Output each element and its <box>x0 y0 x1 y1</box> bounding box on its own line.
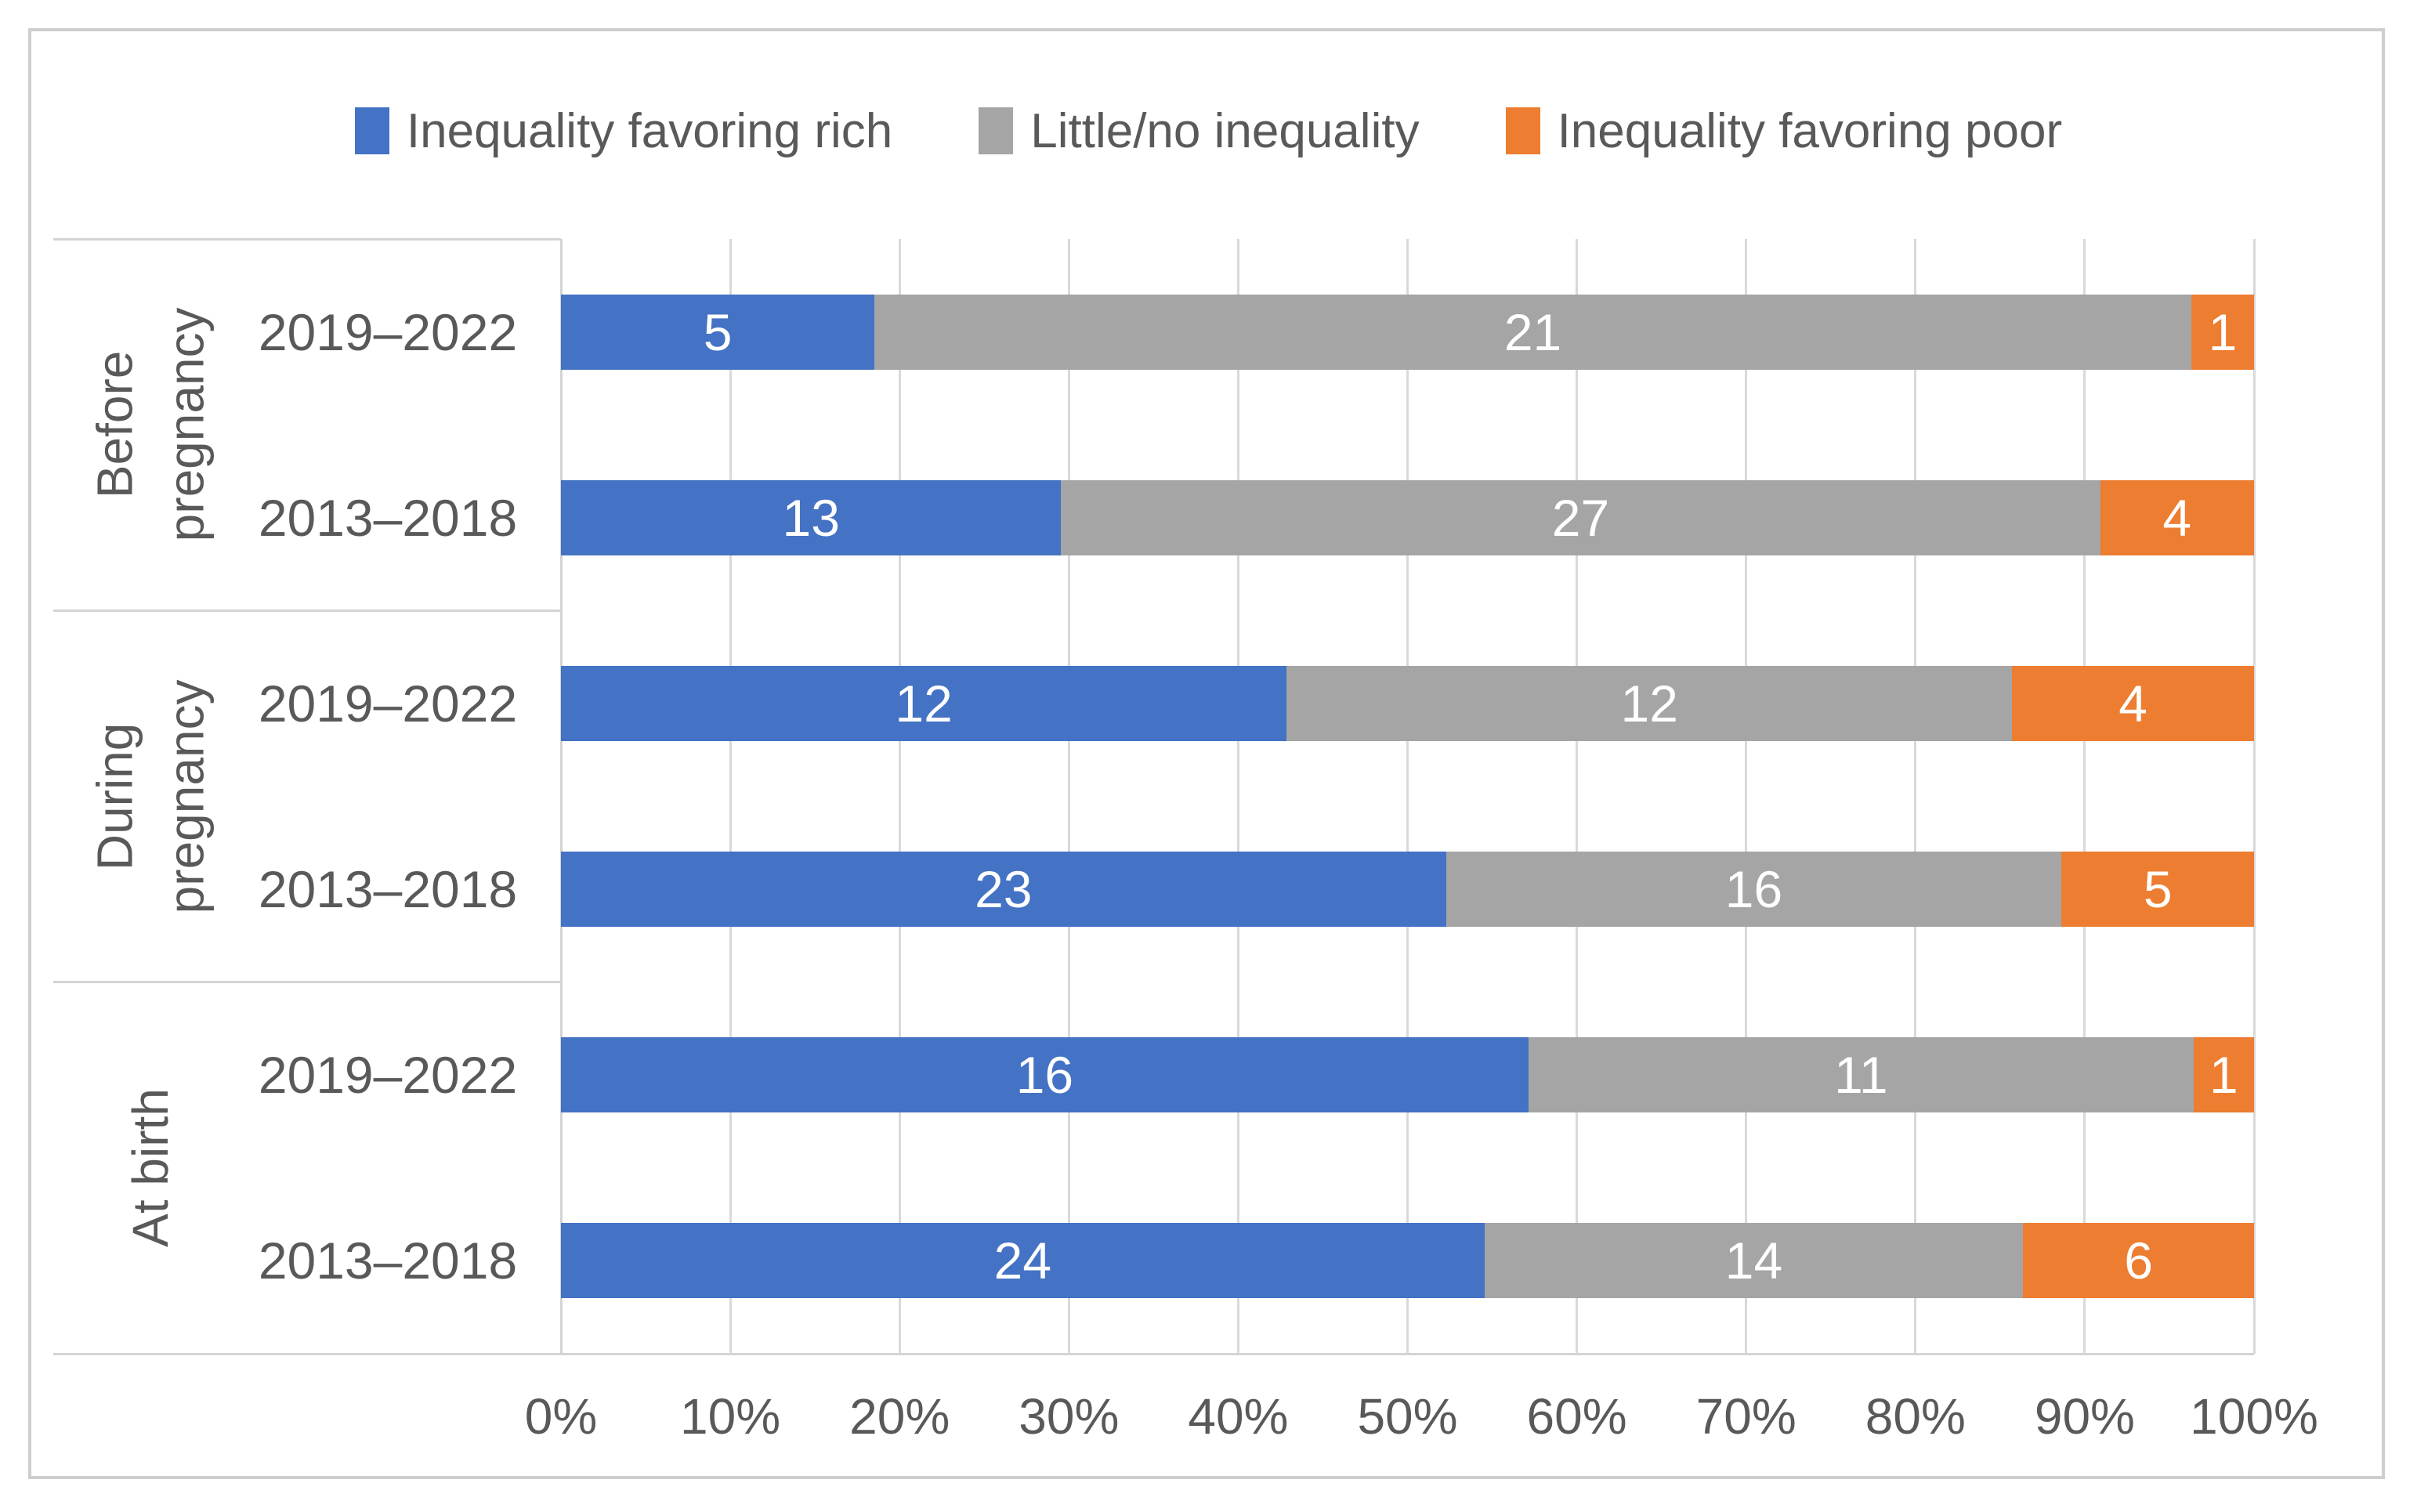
bar-row: 23 16 5 <box>561 852 2254 928</box>
bar-segment: 24 <box>561 1223 1485 1299</box>
category-group-separator <box>53 981 561 984</box>
bar-segment: 12 <box>1286 665 2013 741</box>
category-group-separator <box>53 237 561 241</box>
bar-value-label: 16 <box>1724 860 1783 919</box>
bar-segment: 1 <box>2191 294 2254 370</box>
category-period-label: 2013–2018 <box>258 860 518 919</box>
legend: Inequality favoring rich Little/no inequ… <box>0 88 2417 174</box>
x-axis-tick-label: 10% <box>680 1388 781 1445</box>
bar-segment: 5 <box>561 294 875 370</box>
x-axis-tick-label: 50% <box>1357 1388 1458 1445</box>
category-period-label: 2013–2018 <box>258 1232 518 1290</box>
bar-value-label: 4 <box>2162 488 2192 547</box>
bar-value-label: 14 <box>1724 1232 1783 1290</box>
bar-value-label: 23 <box>975 860 1033 919</box>
category-group-label-text: At birth <box>115 1088 186 1247</box>
bar-segment: 5 <box>2061 852 2254 928</box>
bar-row: 16 11 1 <box>561 1037 2254 1113</box>
bar-segment: 6 <box>2023 1223 2254 1299</box>
legend-marker-rich <box>354 107 389 154</box>
gridline <box>1406 239 1409 1354</box>
legend-item-little-no-inequality: Little/no inequality <box>979 103 1420 159</box>
bar-value-label: 12 <box>1620 674 1678 732</box>
category-group-label: Before pregnancy <box>67 239 235 610</box>
category-group-separator <box>53 609 561 612</box>
bar-value-label: 12 <box>895 674 953 732</box>
gridline <box>1067 239 1070 1354</box>
category-group-label: During pregnancy <box>67 610 235 982</box>
legend-label-poor: Inequality favoring poor <box>1557 103 2063 158</box>
category-group-label-text: During pregnancy <box>80 679 223 913</box>
category-period-label: 2019–2022 <box>258 1046 518 1105</box>
bar-value-label: 1 <box>2209 1046 2238 1105</box>
bar-value-label: 16 <box>1015 1046 1074 1105</box>
legend-marker-poor <box>1505 107 1540 154</box>
category-period-label: 2019–2022 <box>258 674 518 732</box>
bar-segment: 11 <box>1528 1037 2194 1113</box>
x-axis-tick-label: 0% <box>524 1388 598 1445</box>
bar-segment: 4 <box>2012 665 2254 741</box>
category-period-label: 2019–2022 <box>258 302 518 361</box>
legend-item-inequality-favoring-rich: Inequality favoring rich <box>354 103 893 159</box>
gridline <box>1745 239 1748 1354</box>
gridline <box>1236 239 1239 1354</box>
bar-row: 13 27 4 <box>561 479 2254 555</box>
bar-segment: 16 <box>1445 852 2062 928</box>
gridline <box>1576 239 1579 1354</box>
bar-row: 24 14 6 <box>561 1223 2254 1299</box>
bar-value-label: 4 <box>2118 674 2147 732</box>
category-group-label-line: At birth <box>122 1088 179 1248</box>
bar-segment: 1 <box>2193 1037 2254 1113</box>
bar-row: 5 21 1 <box>561 294 2254 370</box>
x-axis-tick-label: 20% <box>849 1388 950 1445</box>
category-group-label: At birth <box>67 982 235 1354</box>
x-axis-tick-label: 90% <box>2034 1388 2135 1445</box>
x-axis-tick-label: 60% <box>1526 1388 1627 1445</box>
x-axis-tick-label: 100% <box>2190 1388 2318 1445</box>
x-axis-baseline <box>53 1352 2254 1355</box>
bar-value-label: 24 <box>993 1232 1052 1290</box>
x-axis-tick-label: 40% <box>1188 1388 1289 1445</box>
x-axis-tick-label: 70% <box>1695 1388 1796 1445</box>
bar-row: 12 12 4 <box>561 665 2254 741</box>
gridline <box>1914 239 1917 1354</box>
bar-value-label: 5 <box>2143 860 2173 919</box>
category-group-label-text: Before pregnancy <box>80 308 223 542</box>
bar-value-label: 11 <box>1834 1046 1888 1105</box>
x-axis-tick-label: 30% <box>1019 1388 1120 1445</box>
gridline <box>2083 239 2086 1354</box>
category-axis-line <box>559 239 563 1354</box>
category-period-label: 2013–2018 <box>258 488 518 547</box>
gridline <box>2252 239 2256 1354</box>
bar-value-label: 21 <box>1503 302 1562 361</box>
gridline <box>898 239 901 1354</box>
x-axis-tick-label: 80% <box>1865 1388 1966 1445</box>
bar-value-label: 6 <box>2124 1232 2153 1290</box>
bar-value-label: 1 <box>2208 302 2238 361</box>
bar-value-label: 27 <box>1551 488 1610 547</box>
bar-segment: 4 <box>2100 479 2254 555</box>
legend-item-inequality-favoring-poor: Inequality favoring poor <box>1505 103 2063 159</box>
bar-segment: 14 <box>1484 1223 2024 1299</box>
category-group-label-line: Before <box>86 350 143 499</box>
legend-label-little-no: Little/no inequality <box>1030 103 1420 158</box>
bar-segment: 13 <box>561 479 1062 555</box>
bar-value-label: 5 <box>703 302 733 361</box>
legend-label-rich: Inequality favoring rich <box>406 103 893 158</box>
legend-marker-little-no <box>979 107 1014 154</box>
gridline <box>729 239 732 1354</box>
category-group-label-line: During <box>86 722 143 870</box>
bar-segment: 27 <box>1061 479 2100 555</box>
bar-segment: 16 <box>561 1037 1529 1113</box>
bar-value-label: 13 <box>782 488 840 547</box>
bar-segment: 23 <box>561 852 1446 928</box>
bar-segment: 12 <box>561 665 1287 741</box>
bar-segment: 21 <box>874 294 2191 370</box>
